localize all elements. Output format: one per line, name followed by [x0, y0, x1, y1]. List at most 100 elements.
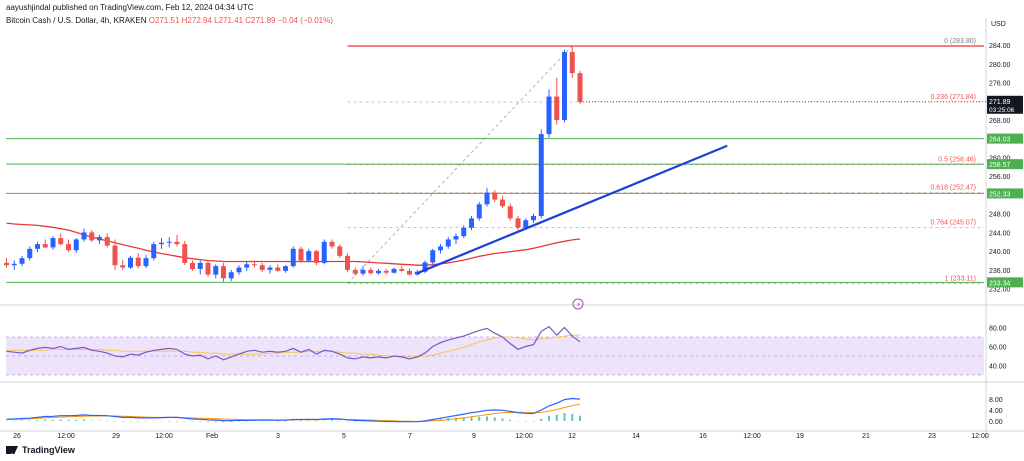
- candle-body: [42, 244, 48, 248]
- macd-histogram-bar: [44, 419, 47, 421]
- macd-tick-label: 8.00: [989, 397, 1003, 404]
- macd-histogram-bar: [486, 416, 488, 421]
- macd-histogram-bar: [555, 414, 558, 421]
- macd-histogram-bar: [13, 420, 16, 422]
- support-price-badge: [987, 159, 1023, 170]
- macd-histogram-bar: [323, 420, 326, 421]
- candle-body: [314, 251, 319, 263]
- support-price-badge: [987, 188, 1023, 199]
- candle-body: [259, 265, 265, 270]
- candle-body: [484, 192, 490, 205]
- rsi-tick-label: 60.00: [989, 345, 1007, 352]
- macd-histogram-bar: [354, 420, 357, 422]
- candle-body: [562, 52, 567, 120]
- candle-body: [159, 242, 164, 245]
- macd-histogram-bar: [269, 420, 271, 422]
- macd-histogram-bar: [152, 420, 155, 422]
- macd-histogram-bar: [145, 420, 147, 422]
- candle-body: [461, 227, 467, 237]
- macd-histogram-bar: [52, 419, 54, 421]
- macd-histogram-bar: [28, 420, 31, 421]
- macd-histogram-bar: [346, 420, 349, 422]
- macd-histogram-bar: [222, 420, 225, 423]
- candle-body: [50, 238, 56, 248]
- macd-histogram-bar: [292, 420, 295, 422]
- price-tick-label: 256.00: [989, 174, 1011, 181]
- candle-body: [213, 266, 219, 275]
- candle-body: [205, 262, 211, 275]
- price-tick-label: 240.00: [989, 249, 1011, 256]
- time-tick-label: 9: [472, 433, 476, 440]
- macd-histogram-bar: [540, 418, 543, 421]
- candle-body: [368, 269, 374, 274]
- candle-body: [492, 192, 498, 200]
- price-tick-label: 232.00: [989, 287, 1011, 294]
- candle-body: [252, 264, 257, 266]
- macd-histogram-bar: [121, 420, 124, 422]
- fib-level-label: 1 (233.11): [945, 275, 976, 282]
- candle-body: [221, 266, 226, 279]
- candle-body: [228, 272, 234, 279]
- candle-body: [538, 134, 544, 217]
- candle-body: [174, 241, 180, 245]
- candle-body: [58, 238, 64, 245]
- tradingview-logo-icon: [6, 446, 18, 454]
- candle-body: [89, 232, 95, 241]
- time-tick-label: 29: [112, 433, 120, 440]
- candle-body: [151, 244, 157, 259]
- candle-body: [104, 237, 110, 246]
- macd-histogram-bar: [331, 420, 333, 421]
- candle-body: [391, 268, 397, 273]
- macd-histogram-bar: [238, 420, 240, 422]
- macd-tick-label: 0.00: [989, 419, 1003, 426]
- macd-histogram-bar: [362, 420, 364, 422]
- price-tick-label: 260.00: [989, 155, 1011, 162]
- macd-histogram-bar: [245, 420, 248, 422]
- fib-diagonal-line: [347, 45, 573, 284]
- candle-body: [352, 269, 358, 274]
- candle-body: [166, 241, 172, 243]
- tradingview-logo[interactable]: TradingView: [6, 445, 75, 455]
- macd-histogram-bar: [67, 419, 70, 421]
- candle-body: [290, 248, 296, 267]
- candle-body: [383, 270, 389, 273]
- macd-histogram-bar: [517, 420, 519, 422]
- price-tick-label: 276.00: [989, 81, 1011, 88]
- candle-body: [414, 271, 420, 275]
- trend-support-line: [416, 144, 728, 275]
- candle-body: [120, 265, 126, 268]
- rsi-tick-label: 40.00: [989, 364, 1007, 371]
- candle-body: [19, 258, 25, 264]
- macd-histogram-bar: [98, 420, 101, 421]
- candle-body: [523, 220, 529, 228]
- price-tick-label: 244.00: [989, 230, 1011, 237]
- macd-histogram-bar: [261, 420, 264, 422]
- candle-body: [306, 251, 312, 261]
- macd-histogram-bar: [431, 419, 434, 421]
- macd-tick-label: 4.00: [989, 408, 1003, 415]
- candle-body: [275, 267, 281, 271]
- candle-body: [27, 248, 33, 259]
- fib-level-label: 0.236 (271.84): [930, 94, 976, 101]
- candle-body: [360, 269, 366, 274]
- macd-histogram-bar: [83, 419, 85, 421]
- macd-histogram-bar: [230, 420, 233, 423]
- support-price-label: 258.57: [989, 162, 1011, 169]
- candle-body: [453, 236, 459, 240]
- candle-body: [143, 258, 149, 267]
- candle-body: [407, 270, 412, 275]
- macd-histogram-bar: [59, 419, 62, 421]
- macd-histogram-bar: [315, 420, 318, 422]
- candle-body: [507, 206, 513, 219]
- lightning-alert-icon: [572, 298, 584, 310]
- macd-histogram-bar: [548, 415, 550, 421]
- time-tick-label: 23: [928, 433, 936, 440]
- time-tick-label: 12:00: [515, 433, 533, 440]
- macd-histogram-bar: [21, 420, 23, 421]
- macd-histogram-bar: [532, 420, 535, 422]
- candle-body: [531, 216, 536, 221]
- candle-body: [469, 218, 474, 228]
- candle-body: [283, 266, 288, 271]
- candle-body: [244, 264, 250, 268]
